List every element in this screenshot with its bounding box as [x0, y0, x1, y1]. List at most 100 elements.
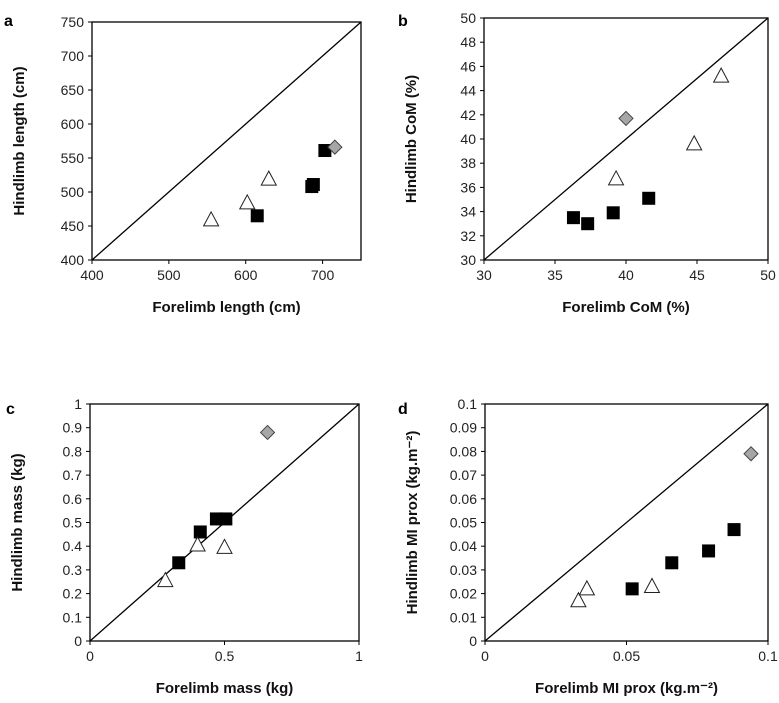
identity-line	[484, 403, 769, 642]
y-tick-label: 0.08	[450, 443, 477, 459]
y-tick-label: 500	[61, 184, 85, 200]
y-tick-label: 0.07	[450, 467, 477, 483]
data-point-square	[606, 206, 620, 220]
x-axis-label: Forelimb CoM (%)	[562, 299, 690, 316]
y-tick-label: 0.6	[63, 491, 83, 507]
panel-b: b 30 35 40 45 50 30 32 34 36 38 40 42 44 46 48 50 Foreli…	[398, 10, 776, 316]
y-tick-label: 0.06	[450, 491, 477, 507]
y-tick-label: 34	[460, 204, 476, 220]
data-point-triangle	[202, 210, 220, 227]
y-tick-label: 0.4	[63, 538, 83, 554]
y-tick-label: 0.03	[450, 562, 477, 578]
data-point-triangle	[189, 535, 206, 552]
y-tick-label: 450	[61, 218, 85, 234]
x-tick-label: 700	[311, 267, 335, 283]
data-point-square	[306, 178, 320, 192]
data-point-triangle	[578, 579, 596, 596]
x-tick-label: 50	[760, 267, 776, 283]
plot-frame	[91, 21, 362, 261]
y-tick-label: 550	[61, 150, 85, 166]
data-point-diamond	[327, 139, 343, 155]
panel-letter-d: d	[398, 401, 408, 418]
y-tick-label: 46	[460, 58, 476, 74]
x-tick-label: 30	[476, 267, 492, 283]
x-tick-label: 0	[86, 648, 94, 664]
x-axis-label: Forelimb mass (kg)	[156, 680, 294, 697]
x-tick-label: 45	[689, 267, 705, 283]
data-point-diamond	[618, 110, 634, 127]
data-point-triangle	[238, 193, 256, 210]
panel-letter-a: a	[4, 13, 13, 30]
y-tick-label: 0	[469, 633, 477, 649]
panel-c: c 0 0.5 1 0 0.1 0.2 0.3 0.4 0.5 0.6 0.7 0.8 0.9 1 Fore…	[6, 396, 363, 697]
y-tick-label: 50	[460, 10, 476, 26]
y-tick-label: 40	[460, 131, 476, 147]
y-tick-label: 650	[61, 82, 85, 98]
y-tick-label: 0.04	[450, 538, 477, 554]
data-point-square	[665, 556, 679, 570]
data-point-diamond	[259, 424, 276, 441]
y-axis-label: Hindlimb CoM (%)	[403, 75, 420, 203]
data-point-square	[727, 523, 741, 537]
y-tick-label: 0.7	[63, 467, 83, 483]
panel-a: a 400 500 600 700 400 450 500 550 600 650 700 750 Fo…	[4, 13, 362, 316]
x-tick-label: 600	[234, 267, 258, 283]
data-point-triangle	[156, 571, 174, 588]
y-tick-label: 700	[61, 48, 85, 64]
y-tick-label: 750	[61, 14, 85, 30]
data-point-square	[250, 209, 264, 223]
x-tick-label: 0.5	[215, 648, 235, 664]
y-tick-label: 0.1	[458, 396, 478, 412]
x-axis-label: Forelimb MI prox (kg.m⁻²)	[535, 680, 718, 697]
x-tick-label: 40	[618, 267, 634, 283]
x-tick-label: 1	[355, 648, 363, 664]
y-tick-label: 30	[460, 252, 476, 268]
y-tick-label: 0.8	[63, 443, 83, 459]
panel-d: d 0 0.05 0.1 0 0.01 0.02 0.03 0.04 0.05 0.06 0.07 0…	[398, 396, 778, 697]
data-point-diamond	[743, 446, 759, 462]
x-tick-label: 0.05	[613, 648, 640, 664]
panel-letter-c: c	[6, 401, 15, 418]
x-tick-label: 400	[80, 267, 104, 283]
y-tick-label: 0	[74, 633, 82, 649]
data-point-triangle	[712, 67, 730, 83]
y-tick-label: 36	[460, 179, 476, 195]
y-tick-label: 42	[460, 107, 476, 123]
y-tick-label: 44	[460, 83, 476, 99]
x-axis-label: Forelimb length (cm)	[152, 299, 300, 316]
y-tick-label: 48	[460, 34, 476, 50]
y-tick-label: 1	[74, 396, 82, 412]
y-tick-label: 600	[61, 116, 85, 132]
y-tick-label: 38	[460, 155, 476, 171]
y-tick-label: 0.09	[450, 420, 477, 436]
x-tick-label: 500	[157, 267, 181, 283]
data-point-square	[566, 211, 580, 225]
y-tick-label: 0.1	[63, 609, 83, 625]
data-point-triangle	[570, 591, 587, 608]
data-point-square	[193, 525, 207, 539]
x-tick-label: 0.1	[758, 648, 778, 664]
data-point-square	[581, 217, 595, 231]
y-tick-label: 32	[460, 228, 476, 244]
data-point-triangle	[643, 577, 661, 593]
data-point-square	[642, 191, 656, 205]
data-point-square	[172, 556, 186, 570]
y-axis-label: Hindlimb length (cm)	[11, 66, 28, 215]
data-point-triangle	[260, 170, 278, 186]
data-point-triangle	[685, 134, 703, 151]
y-tick-label: 0.9	[63, 420, 83, 436]
data-point-triangle	[216, 538, 233, 554]
y-tick-label: 0.02	[450, 586, 477, 602]
y-tick-label: 0.5	[63, 515, 83, 531]
panel-letter-b: b	[398, 13, 408, 30]
identity-line	[483, 17, 769, 261]
data-point-square	[219, 512, 233, 526]
x-tick-label: 35	[547, 267, 563, 283]
data-point-square	[702, 544, 716, 558]
y-tick-label: 0.3	[63, 562, 83, 578]
y-axis-label: Hindlimb mass (kg)	[9, 453, 26, 591]
y-axis-label: Hindlimb MI prox (kg.m⁻²)	[404, 431, 421, 615]
x-tick-label: 0	[481, 648, 489, 664]
data-point-triangle	[607, 169, 625, 186]
